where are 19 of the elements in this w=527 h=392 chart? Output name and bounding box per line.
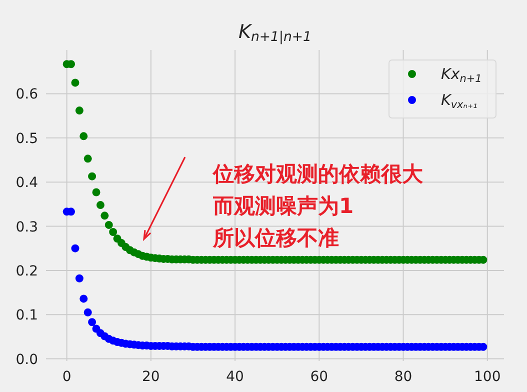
legend-label: Kx$_{n+1}$ [441, 65, 482, 85]
x-tick-label: 40 [226, 369, 244, 385]
y-tick-label: 0.5 [16, 130, 38, 147]
y-tick-label: 0.6 [16, 86, 38, 103]
y-tick-label: 0.1 [16, 308, 38, 324]
x-tick-label: 60 [310, 369, 328, 385]
x-tick-label: 20 [142, 369, 160, 385]
y-tick-label: 0.0 [16, 352, 38, 368]
y-tick-label: 0.3 [16, 219, 38, 236]
annotation: 位移对观测的依赖很大 [212, 162, 424, 186]
annotation: 而观测噪声为1 [212, 194, 354, 218]
legend-label: K$_{vxₙ₊₁}$ [441, 91, 478, 111]
x-tick-label: 100 [474, 369, 501, 385]
x-tick-label: 80 [394, 369, 412, 385]
y-tick-label: 0.2 [16, 263, 38, 280]
y-tick-label: 0.4 [16, 175, 38, 192]
chart-title: K$_{n+1|n+1}$ [238, 21, 312, 46]
annotation: 所以位移不准 [212, 226, 340, 250]
x-tick-label: 0 [62, 369, 72, 385]
